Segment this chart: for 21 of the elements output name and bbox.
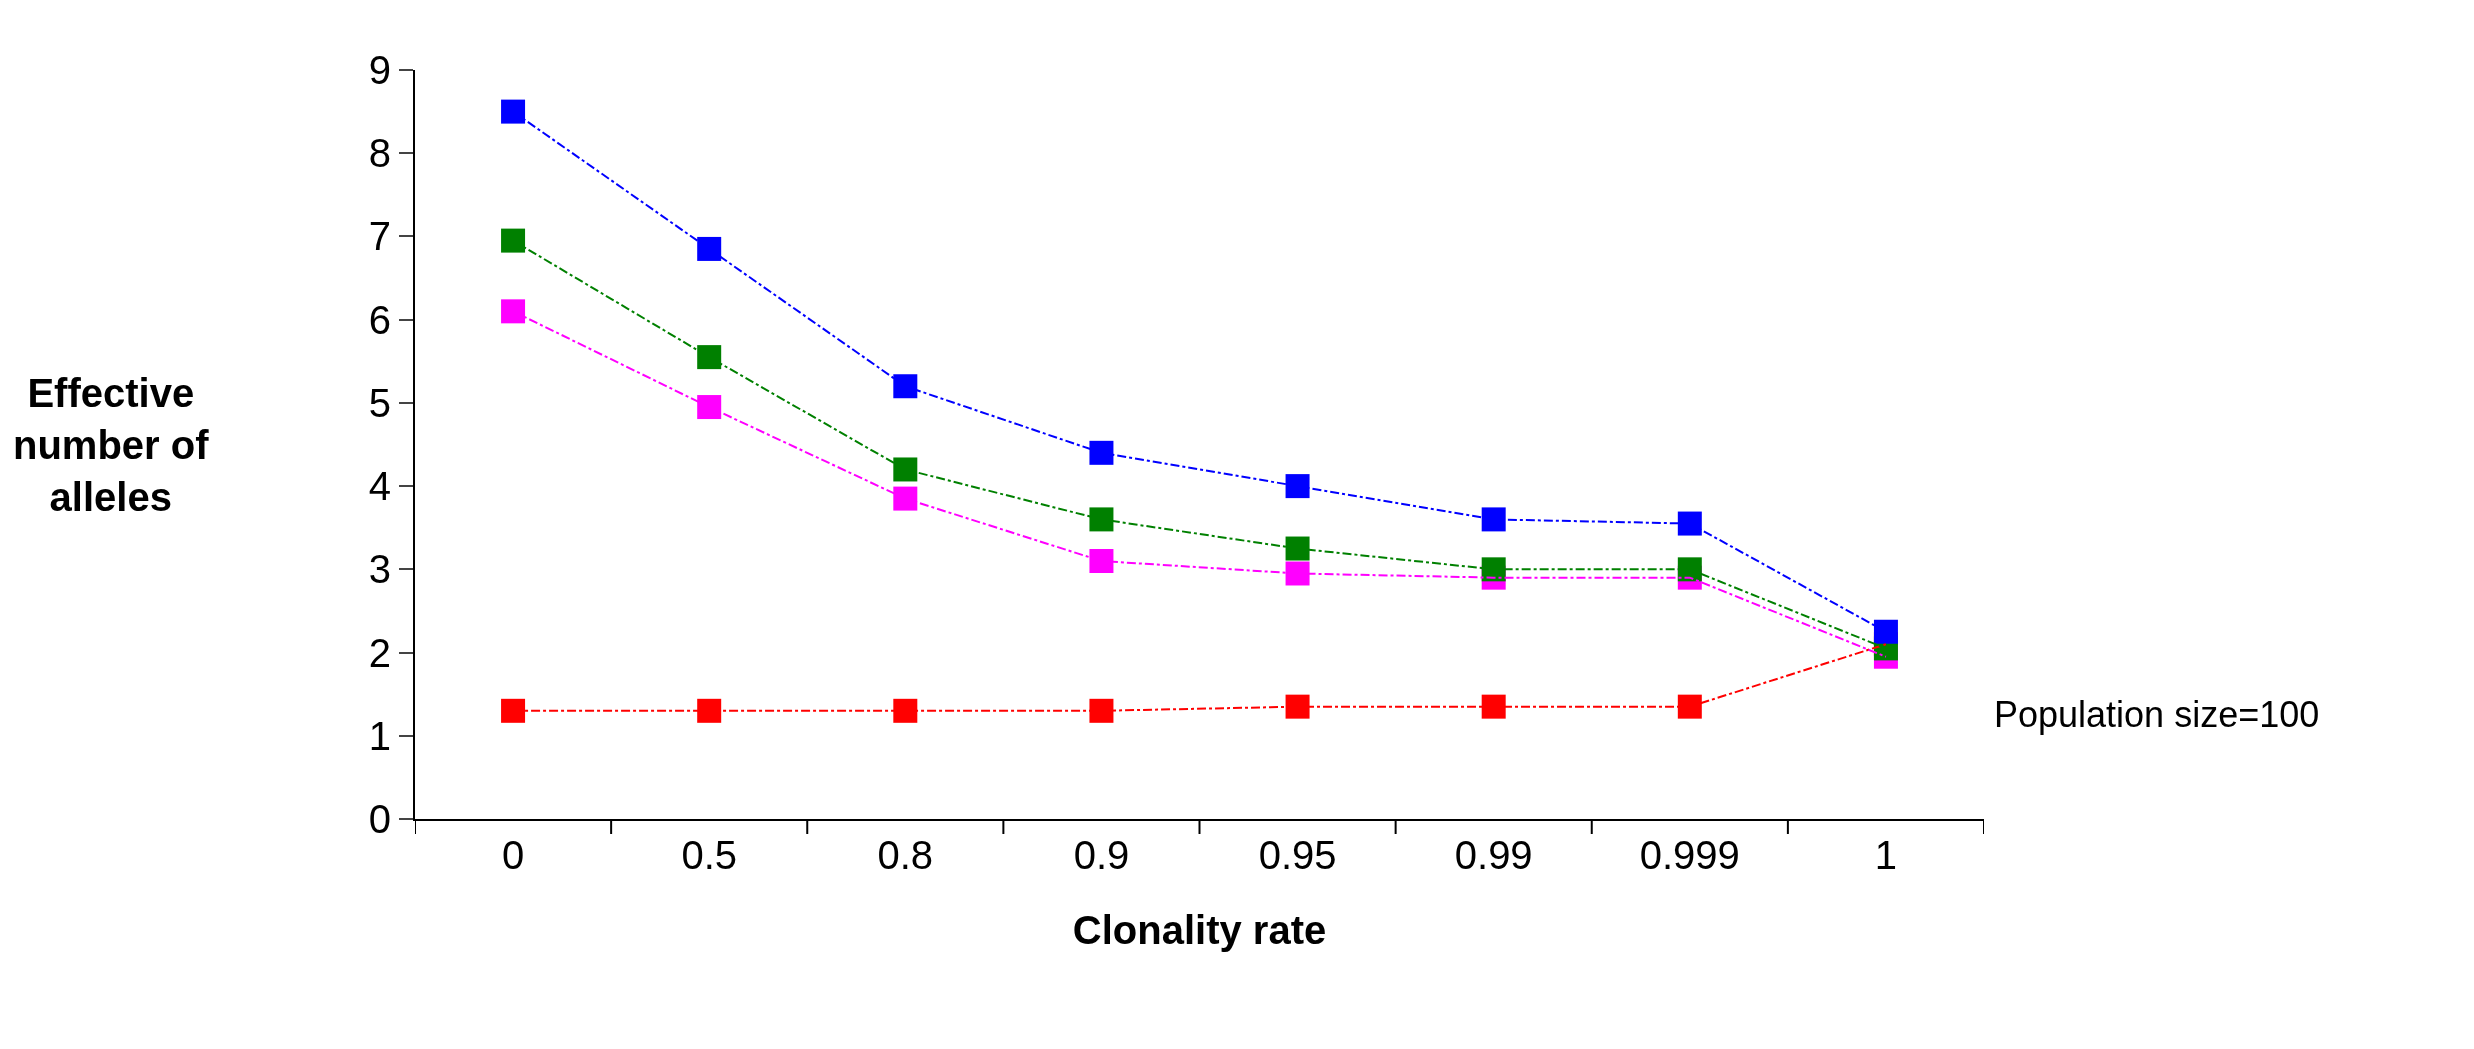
y-tick-label: 6 <box>368 297 391 342</box>
y-tick-label: 2 <box>368 630 391 675</box>
y-tick-label: 5 <box>368 380 391 425</box>
x-tick-label: 0.8 <box>877 833 934 877</box>
x-tick-label: 0.5 <box>681 833 737 877</box>
x-tick-label: 1 <box>1874 833 1898 877</box>
x-tick-label: 0.999 <box>1639 833 1740 877</box>
text: Population size=100 <box>1994 694 2320 735</box>
y-tick-label: 8 <box>368 131 391 176</box>
y-axis-title: Effective number of alleles <box>13 371 210 519</box>
y-tick-label: 1 <box>368 713 391 758</box>
y-tick-label: 9 <box>368 48 391 92</box>
x-tick-label: 0.9 <box>1073 833 1130 877</box>
y-tick-label: 0 <box>368 797 391 841</box>
x-tick-label: 0.99 <box>1454 833 1533 877</box>
x-axis-title: Clonality rate <box>1072 908 1327 952</box>
y-tick-label: 4 <box>368 464 391 509</box>
y-tick-label: 7 <box>368 214 391 259</box>
x-tick-label: 0.95 <box>1258 833 1337 877</box>
x-tick-label: 0 <box>501 833 525 877</box>
y-tick-label: 3 <box>368 547 391 592</box>
